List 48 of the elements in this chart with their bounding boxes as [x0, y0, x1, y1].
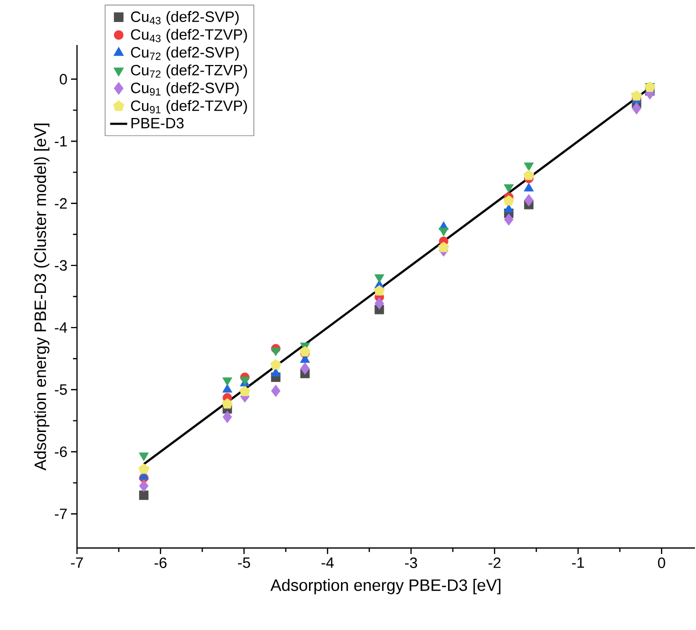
x-tick-label: 0	[658, 557, 666, 568]
point	[300, 346, 310, 356]
y-tick-label: -5	[54, 384, 67, 395]
y-tick-label: -3	[54, 260, 67, 271]
x-tick-label: -5	[238, 558, 250, 568]
point	[523, 170, 534, 180]
point	[239, 386, 250, 396]
point	[271, 384, 280, 398]
point	[222, 410, 232, 424]
legend-label: Cu$_{43}$ (def2-SVP)	[131, 11, 239, 25]
point	[222, 384, 232, 393]
y-tick-label: -6	[54, 446, 67, 458]
legend-label: Cu$_{91}$ (def2-TZVP)	[131, 100, 247, 114]
y-tick-label: -7	[54, 508, 67, 519]
y-tick-label: -1	[54, 136, 67, 146]
x-tick-label: -6	[154, 557, 166, 568]
point	[503, 195, 514, 206]
x-tick-label: -4	[322, 558, 334, 568]
point	[139, 490, 148, 500]
y-axis-title: Adsorption energy PBE-D3 (Cluster model) [eV]	[34, 124, 50, 471]
legend-label: Cu$_{43}$ (def2-TZVP)	[131, 28, 247, 43]
x-tick-label: -1	[572, 558, 584, 568]
x-tick-label: -2	[488, 557, 500, 568]
x-tick-label: -3	[405, 557, 418, 568]
y-tick-label: -4	[54, 322, 68, 333]
point	[631, 90, 642, 101]
point	[300, 362, 310, 375]
point	[632, 102, 642, 115]
x-tick-label: -7	[71, 558, 83, 568]
point	[504, 213, 514, 226]
point	[270, 359, 282, 370]
legend-label: PBE-D3	[132, 118, 184, 128]
point	[139, 480, 148, 492]
point	[374, 285, 385, 296]
y-tick-label: -2	[54, 198, 67, 209]
point	[438, 242, 450, 252]
legend-label: Cu$_{72}$ (def2-TZVP)	[131, 64, 247, 78]
legend-label: Cu$_{72}$ (def2-SVP)	[131, 46, 239, 61]
point	[504, 204, 514, 213]
y-tick-label: 0	[60, 74, 67, 84]
x-axis-title: Adsorption energy PBE-D3 [eV]	[270, 578, 500, 594]
point	[138, 463, 150, 474]
point	[222, 398, 233, 409]
point	[270, 368, 281, 376]
point	[374, 297, 384, 310]
point	[524, 182, 534, 192]
legend-label: Cu$_{91}$ (def2-SVP)	[131, 82, 239, 96]
point	[524, 194, 534, 206]
